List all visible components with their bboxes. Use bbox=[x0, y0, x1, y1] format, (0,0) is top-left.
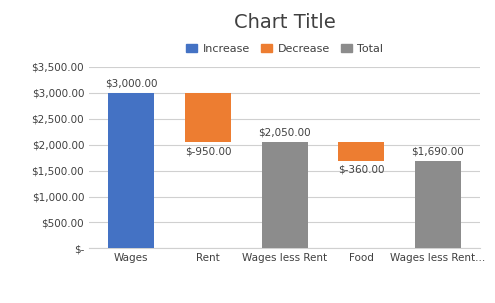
Title: Chart Title: Chart Title bbox=[234, 13, 336, 32]
Bar bbox=[415, 161, 461, 248]
Bar bbox=[338, 142, 384, 161]
Text: $-360.00: $-360.00 bbox=[338, 165, 385, 175]
Text: $-950.00: $-950.00 bbox=[185, 146, 231, 156]
Bar bbox=[108, 93, 154, 248]
Legend: Increase, Decrease, Total: Increase, Decrease, Total bbox=[181, 39, 388, 58]
Text: $2,050.00: $2,050.00 bbox=[258, 128, 311, 138]
Bar bbox=[185, 93, 231, 142]
Text: $1,690.00: $1,690.00 bbox=[412, 147, 464, 157]
Bar bbox=[262, 142, 307, 248]
Text: $3,000.00: $3,000.00 bbox=[105, 78, 157, 88]
